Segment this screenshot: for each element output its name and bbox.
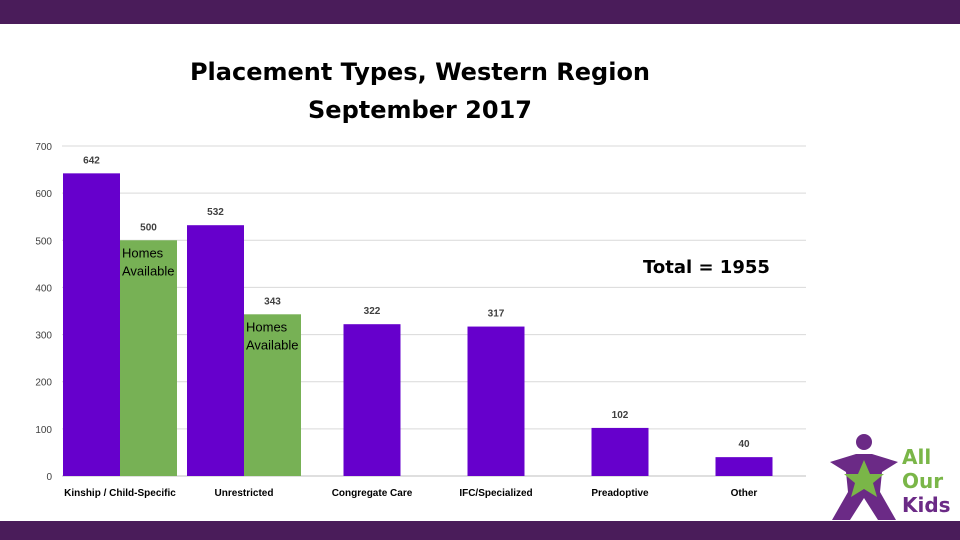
svg-text:All: All — [902, 445, 931, 469]
x-tick-label: Kinship / Child-Specific — [64, 488, 176, 499]
y-tick-label: 500 — [35, 236, 52, 247]
data-label: 343 — [264, 296, 281, 307]
svg-text:Kids: Kids — [902, 493, 951, 517]
bar-primary — [63, 173, 120, 477]
bar-primary — [591, 427, 649, 476]
bar-inner-label: Homes — [122, 245, 164, 260]
bar-primary — [467, 326, 525, 476]
bar-homes-available — [120, 240, 177, 476]
y-tick-label: 400 — [35, 283, 52, 294]
data-label: 40 — [738, 439, 750, 450]
logo-figure-icon — [830, 434, 898, 520]
bar-homes-available — [244, 314, 301, 476]
y-tick-label: 600 — [35, 189, 52, 200]
data-label: 500 — [140, 222, 157, 233]
y-tick-label: 700 — [35, 142, 52, 153]
total-annotation: Total = 1955 — [643, 257, 770, 278]
bottom-band — [0, 521, 960, 540]
y-tick-label: 300 — [35, 331, 52, 342]
chart-title-line2: September 2017 — [308, 96, 532, 124]
top-band — [0, 0, 960, 24]
data-label: 322 — [364, 306, 381, 317]
x-tick-label: Congregate Care — [332, 488, 413, 499]
bar-primary — [343, 324, 401, 476]
y-tick-label: 200 — [35, 378, 52, 389]
data-label: 532 — [207, 207, 224, 218]
x-tick-label: Unrestricted — [215, 488, 274, 499]
bar-inner-label: Available — [122, 263, 175, 278]
y-tick-label: 100 — [35, 425, 52, 436]
all-our-kids-logo: All Our Kids — [830, 434, 951, 520]
bar-inner-label: Homes — [246, 319, 288, 334]
x-tick-label: Preadoptive — [591, 488, 649, 499]
bar-primary — [715, 457, 773, 476]
data-label: 642 — [83, 155, 100, 166]
bar-primary — [187, 225, 244, 476]
data-label: 102 — [612, 410, 629, 421]
svg-text:Our: Our — [902, 469, 943, 493]
data-label: 317 — [488, 309, 505, 320]
x-tick-label: Other — [731, 488, 758, 499]
chart-title-line1: Placement Types, Western Region — [189, 58, 651, 86]
y-tick-label: 0 — [46, 472, 52, 483]
bar-inner-label: Available — [246, 337, 299, 352]
x-tick-label: IFC/Specialized — [459, 488, 532, 499]
